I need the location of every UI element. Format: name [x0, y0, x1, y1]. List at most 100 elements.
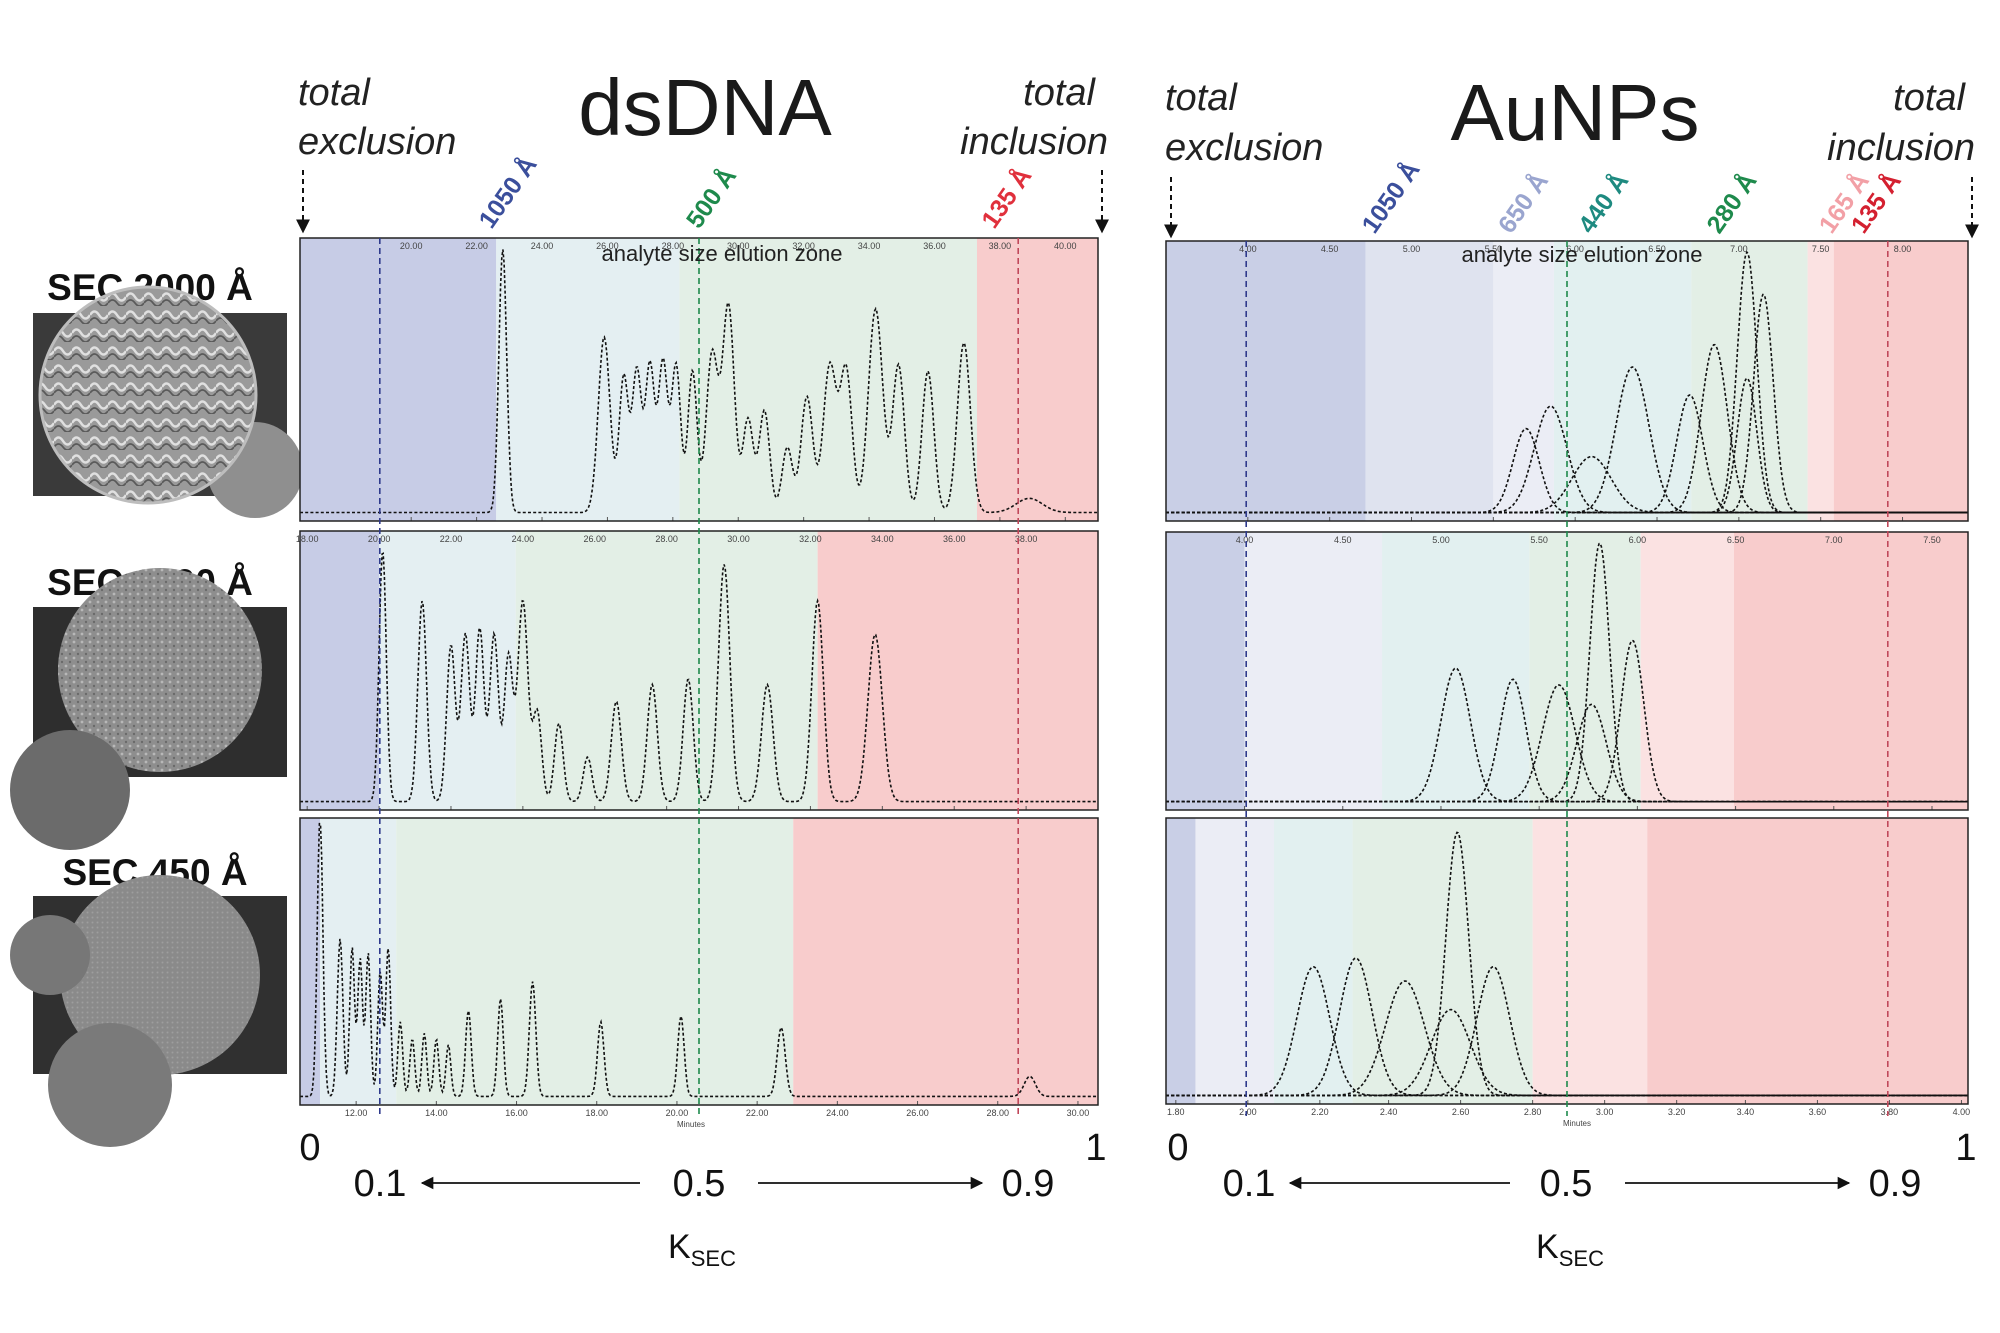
aunps-panel-2-tick-label: 7.00: [1825, 535, 1843, 545]
dsdna-panel-3-tick-label: 22.00: [746, 1108, 769, 1118]
aunps-panel-2-zone-5: [1640, 532, 1734, 810]
dsdna-panel-1-zone-2: [496, 238, 680, 521]
aunps-panel-1-zone-3: [1493, 241, 1554, 521]
aunps-ksec-label: KSEC: [1536, 1228, 1604, 1271]
aunps-panel-1-tick-label: 4.00: [1239, 244, 1257, 254]
dsdna-panel-2-tick-label: 18.00: [296, 534, 319, 544]
aunps-panel-3-peak-5: [1166, 831, 1968, 1097]
aunps-panel-3-zone-4: [1352, 818, 1533, 1104]
dsdna-panel-2-tick-label: 26.00: [583, 534, 606, 544]
aunps-panel-2-tick-label: 5.00: [1432, 535, 1450, 545]
aunps-panel-1-tick-label: 6.50: [1648, 244, 1666, 254]
dsdna-panel-2-tick-label: 32.00: [799, 534, 822, 544]
aunps-ksec-sub: SEC: [1559, 1246, 1604, 1271]
dsdna-panel-3-tick-label: 26.00: [906, 1108, 929, 1118]
dsdna-size-marker-3: 135 Å: [975, 162, 1037, 233]
aunps-panel-2-zone-6: [1733, 532, 1968, 810]
dsdna-panel-3-tick-label: 16.00: [505, 1108, 528, 1118]
dsdna-panel-2-chromatogram: [300, 552, 1098, 803]
aunps-panel-2-zone-3: [1382, 532, 1530, 810]
dsdna-panel-3-tick-label: 20.00: [666, 1108, 689, 1118]
aunps-panel-2-tick-label: 4.00: [1236, 535, 1254, 545]
dsdna-title: dsDNA: [578, 63, 832, 152]
sem-image-sec-1000: [10, 568, 287, 850]
dsdna-k-max-label: 1: [1085, 1127, 1106, 1169]
dsdna-minutes-label: Minutes: [677, 1120, 705, 1129]
aunps-panel-3-tick-label: 3.80: [1881, 1107, 1899, 1117]
dsdna-k-0.5-label: 0.5: [673, 1163, 726, 1205]
aunps-panel-3-tick-label: 3.00: [1596, 1107, 1614, 1117]
aunps-panel-1-zone-4: [1553, 241, 1692, 521]
dsdna-panel-3-zone-3: [396, 818, 794, 1105]
dsdna-panel-3-tick-label: 30.00: [1067, 1108, 1090, 1118]
dsdna-panel-1-tick-label: 36.00: [923, 241, 946, 251]
aunps-panel-2-peak-3: [1166, 684, 1968, 803]
aunps-total-inclusion-line1: total: [1893, 77, 1966, 119]
dsdna-size-marker-2: 500 Å: [680, 162, 742, 233]
dsdna-k-axis: 0 1 0.1 0.5 0.9 KSEC: [299, 1127, 1106, 1271]
dsdna-panel-1-zone-1: [300, 238, 497, 521]
dsdna-total-exclusion-line1: total: [298, 72, 371, 114]
dsdna-panel-1-zone-4: [976, 238, 1098, 521]
dsdna-panel-1-tick-label: 24.00: [531, 241, 554, 251]
aunps-panel-1-zone-7: [1833, 241, 1968, 521]
aunps-panel-1: 4.00 4.50 5.00 5.50 6.00 6.50 7.00 7.50 8.00: [1165, 240, 1969, 522]
dsdna-size-marker-1: 1050 Å: [473, 151, 543, 234]
aunps-panel-2-zone-1: [1166, 532, 1245, 810]
dsdna-total-inclusion-line1: total: [1023, 72, 1096, 114]
aunps-panel-2-tick-label: 5.50: [1530, 535, 1548, 545]
aunps-chart: 4.00 4.50 5.00 5.50 6.00 6.50 7.00 7.50 8.004.00…: [1165, 156, 1971, 1128]
aunps-panel-3-zone-2: [1195, 818, 1275, 1104]
aunps-size-marker-4: 280 Å: [1701, 167, 1763, 238]
aunps-total-exclusion-line1: total: [1165, 77, 1238, 119]
aunps-size-marker-2: 650 Å: [1492, 167, 1554, 238]
aunps-panel-2-zone-4: [1529, 532, 1641, 810]
aunps-panel-3-zone-3: [1274, 818, 1353, 1104]
dsdna-panel-1-tick-label: 34.00: [858, 241, 881, 251]
dsdna-panel-2-tick-label: 28.00: [655, 534, 678, 544]
aunps-minutes-label: Minutes: [1563, 1119, 1591, 1128]
aunps-k-min-label: 0: [1167, 1127, 1188, 1169]
dsdna-k-min-label: 0: [299, 1127, 320, 1169]
sem-image-sec-2000: [33, 285, 303, 518]
dsdna-panel-2-tick-label: 34.00: [871, 534, 894, 544]
aunps-title: AuNPs: [1451, 68, 1700, 157]
dsdna-panel-3-zone-4: [793, 818, 1098, 1105]
dsdna-panel-3: 12.00 14.00 16.00 18.00 20.00 22.00 24.00 26.00…: [299, 817, 1099, 1129]
aunps-panel-2-zone-2: [1244, 532, 1383, 810]
aunps-panel-3-tick-label: 2.80: [1524, 1107, 1542, 1117]
dsdna-panel-2-tick-label: 24.00: [512, 534, 535, 544]
aunps-panel-3-tick-label: 2.20: [1311, 1107, 1329, 1117]
dsdna-header: dsDNA total exclusion total inclusion: [296, 63, 1109, 234]
aunps-panel-3-zone-1: [1166, 818, 1196, 1104]
dsdna-panel-3-tick-label: 24.00: [826, 1108, 849, 1118]
dsdna-panel-1-tick-label: 22.00: [465, 241, 488, 251]
aunps-k-0.9-label: 0.9: [1869, 1163, 1922, 1205]
dsdna-panel-3-tick-label: 28.00: [986, 1108, 1009, 1118]
aunps-panel-1-tick-label: 6.00: [1566, 244, 1584, 254]
aunps-panel-1-zone-2: [1365, 241, 1494, 521]
dsdna-panel-3-zone-2: [320, 818, 397, 1105]
dsdna-panel-2-tick-label: 38.00: [1015, 534, 1038, 544]
dsdna-panel-1-tick-label: 38.00: [989, 241, 1012, 251]
dsdna-ksec-label: KSEC: [668, 1228, 736, 1271]
dsdna-zone-label: analyte size elution zone: [602, 241, 843, 266]
dsdna-panel-2: 18.0020.0022.0024.0026.0028.0030.0032.00…: [296, 530, 1099, 811]
aunps-panel-2: 4.00 4.50 5.00 5.50 6.00 6.50 7.00 7.50: [1165, 531, 1969, 811]
aunps-panel-3: 1.80 2.00 2.20 2.40 2.60 2.80 3.00 3.20 3.40 3.60…: [1165, 817, 1971, 1128]
aunps-header: AuNPs total exclusion total inclusion: [1164, 68, 1979, 239]
dsdna-total-inclusion-line2: inclusion: [960, 121, 1108, 163]
aunps-ksec-k: K: [1536, 1228, 1559, 1266]
aunps-panel-2-tick-label: 7.50: [1923, 535, 1941, 545]
dsdna-panel-2-tick-label: 30.00: [727, 534, 750, 544]
dsdna-panel-1-tick-label: 40.00: [1054, 241, 1077, 251]
dsdna-panel-1-zone-3: [679, 238, 977, 521]
aunps-panel-2-peak-4: [1166, 703, 1968, 803]
aunps-panel-1-tick-label: 8.00: [1894, 244, 1912, 254]
aunps-panel-3-tick-label: 4.00: [1953, 1107, 1971, 1117]
dsdna-panel-2-tick-label: 22.00: [440, 534, 463, 544]
aunps-panel-2-tick-label: 6.00: [1629, 535, 1647, 545]
dsdna-panel-3-tick-label: 18.00: [585, 1108, 608, 1118]
dsdna-panel-2-tick-label: 36.00: [943, 534, 966, 544]
